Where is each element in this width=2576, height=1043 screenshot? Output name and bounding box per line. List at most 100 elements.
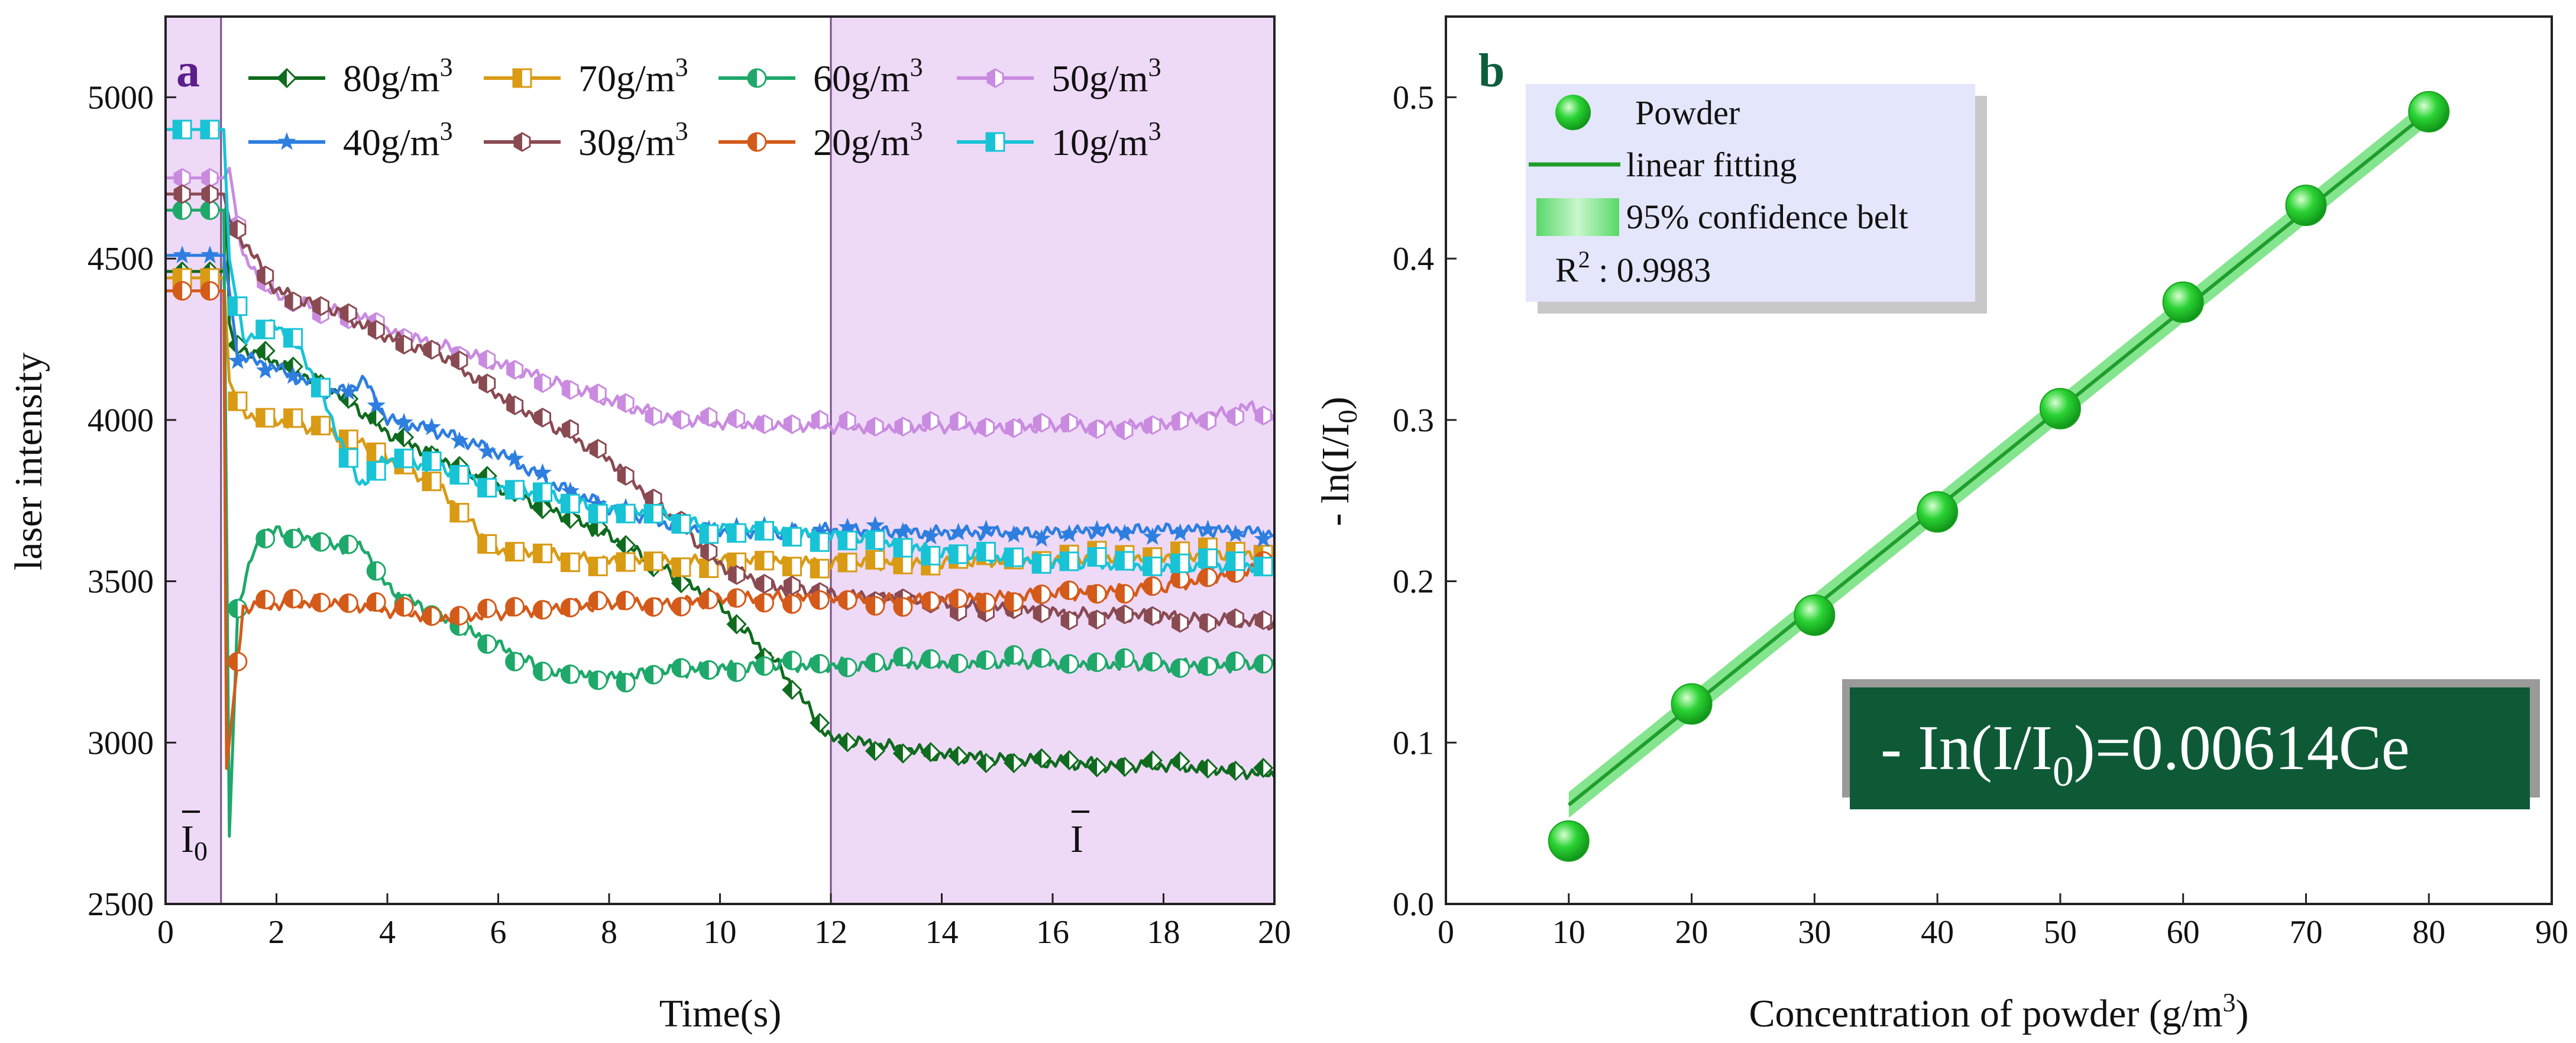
panel-a-letter: a	[176, 45, 200, 97]
series-marker	[505, 542, 525, 562]
series-marker	[728, 565, 746, 585]
series-marker	[451, 350, 468, 371]
series-marker	[450, 431, 469, 449]
legend-label: 80g/m3	[343, 53, 453, 99]
series-marker	[865, 550, 885, 570]
series-marker	[228, 351, 247, 369]
series-marker	[1225, 760, 1246, 782]
series-marker	[948, 745, 969, 766]
y-tick-label: 0.3	[1393, 402, 1434, 439]
series-marker	[256, 360, 275, 379]
legend-label: 10g/m3	[1051, 117, 1161, 163]
series-marker	[976, 519, 996, 538]
series-marker	[643, 503, 664, 524]
series-marker	[1086, 757, 1108, 777]
series-marker	[699, 524, 719, 544]
y-tick-label: 0.5	[1393, 79, 1434, 116]
data-point	[1548, 820, 1590, 862]
series-marker	[560, 508, 581, 529]
series-marker	[976, 541, 996, 561]
series-marker	[810, 522, 829, 541]
series-marker	[422, 472, 442, 492]
series-marker	[394, 597, 414, 617]
series-marker	[727, 662, 747, 682]
series-marker	[560, 493, 580, 514]
data-point	[2162, 281, 2204, 323]
y-tick-label: 4500	[88, 241, 154, 277]
series-marker	[478, 373, 496, 394]
y-tick-label: 2500	[88, 886, 154, 923]
series-marker	[1253, 757, 1274, 779]
series-marker	[978, 417, 995, 438]
series-marker	[949, 589, 969, 609]
panel-a-chart: 0 2 4 6 8 10 12 14 16 18 20 2500 3000 3500 4000 4500 500…	[7, 15, 1291, 1035]
series-marker	[1059, 551, 1079, 571]
series-marker	[561, 380, 579, 400]
series-marker	[865, 741, 886, 761]
series-marker	[976, 592, 996, 612]
series-marker	[422, 417, 441, 435]
x-tick-label: 10	[1552, 914, 1585, 951]
series-marker	[588, 590, 608, 611]
svg-text:I0: I0	[181, 818, 208, 866]
series-marker	[1170, 751, 1190, 771]
series-marker	[1088, 419, 1106, 440]
series-marker	[616, 552, 636, 572]
legend-marker	[985, 132, 1005, 152]
series-marker	[811, 409, 829, 430]
series-marker	[1254, 529, 1273, 547]
series-marker	[1033, 603, 1050, 624]
series-marker	[201, 184, 219, 204]
series-marker	[229, 219, 247, 240]
series-marker	[1087, 652, 1107, 672]
legend-item: 20g/m3	[719, 117, 923, 163]
series-marker	[1172, 411, 1189, 431]
legend-item: 80g/m3	[248, 53, 453, 99]
series-marker	[837, 732, 858, 753]
series-marker	[533, 463, 552, 481]
x-tick-label: 2	[268, 914, 285, 951]
x-tick-label: 12	[814, 914, 847, 951]
series-marker	[560, 552, 580, 572]
series-marker	[339, 382, 358, 401]
series-marker	[643, 664, 664, 684]
series-marker	[838, 517, 857, 535]
series-marker	[338, 448, 358, 468]
series-marker	[782, 679, 802, 700]
series-marker	[616, 535, 636, 556]
y-tick-label: 0.4	[1393, 241, 1434, 277]
legend-belt-label: 95% confidence belt	[1626, 198, 1908, 236]
series-marker	[700, 406, 718, 427]
series-marker	[1199, 411, 1216, 431]
series-marker	[810, 532, 830, 552]
series-marker	[1143, 652, 1163, 672]
y-tick-label: 0.0	[1393, 886, 1434, 923]
series-marker	[506, 395, 524, 415]
series-marker	[1033, 412, 1050, 433]
series-marker	[839, 411, 856, 431]
series-marker	[671, 573, 691, 593]
series-marker	[1144, 606, 1161, 627]
series-marker	[810, 712, 830, 734]
x-tick-label: 14	[925, 914, 959, 951]
series-marker	[311, 377, 331, 398]
series-marker	[893, 597, 913, 617]
series-marker	[257, 265, 274, 286]
series-marker	[700, 541, 718, 562]
panel-b-ylabel: - ln(I/I0)	[1314, 396, 1363, 526]
panel-a-ylabel: laser intensity	[7, 353, 50, 570]
series-marker	[1060, 412, 1078, 433]
series-marker	[201, 167, 219, 188]
series-marker	[949, 522, 968, 541]
series-marker	[1116, 604, 1134, 625]
x-tick-label: 20	[1258, 914, 1291, 951]
legend-item: 40g/m3	[248, 117, 453, 163]
series-marker	[921, 527, 940, 545]
series-marker	[228, 391, 248, 411]
series-marker	[616, 673, 636, 693]
series-marker	[283, 589, 303, 609]
series-marker	[534, 408, 551, 428]
series-marker	[533, 600, 552, 620]
series-marker	[283, 328, 303, 348]
annotation-i: I	[1070, 810, 1089, 861]
